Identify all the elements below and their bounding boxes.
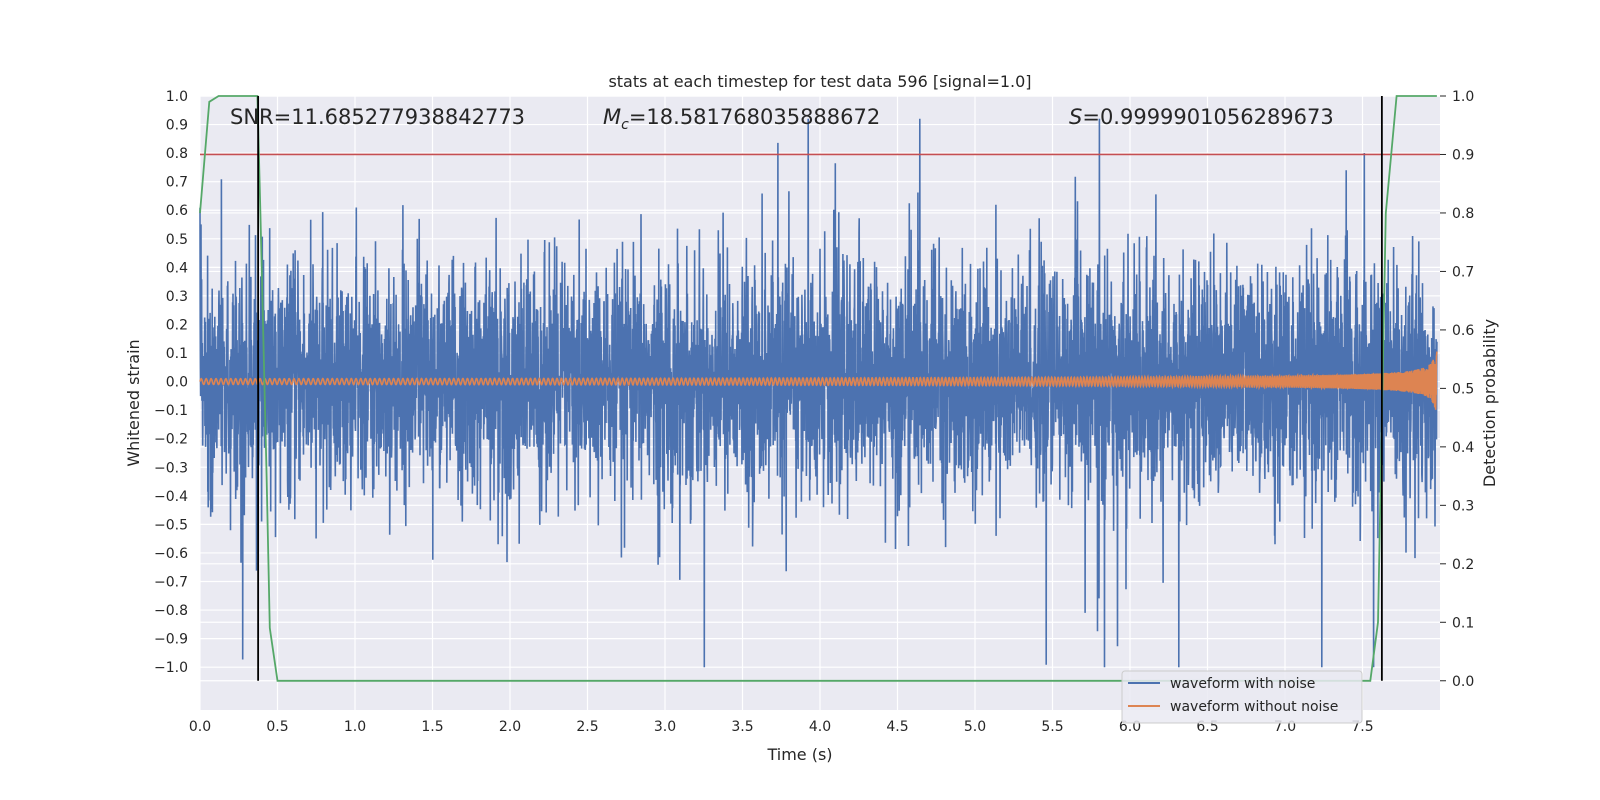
y-tick-label: 0.2: [166, 317, 188, 333]
y-tick-label: −0.2: [154, 432, 188, 448]
x-tick-label: 1.0: [344, 719, 366, 735]
y2-tick-label: 0.3: [1452, 498, 1474, 514]
y-tick-label: −0.8: [154, 603, 188, 619]
score-value: =0.9999901056289673: [1082, 105, 1333, 129]
y-tick-label: 0.9: [166, 118, 188, 134]
x-tick-label: 5.0: [964, 719, 986, 735]
y-tick-label: 0.4: [166, 260, 188, 276]
x-tick-label: 2.5: [576, 719, 598, 735]
y-tick-label: −0.7: [154, 574, 188, 590]
y-tick-label: −0.5: [154, 517, 188, 533]
y2-tick-label: 0.4: [1452, 440, 1474, 456]
chirp-mass-symbol: M: [603, 105, 621, 129]
y-tick-label: −0.1: [154, 403, 188, 419]
y-tick-label: 0.6: [166, 203, 188, 219]
x-tick-label: 0.5: [266, 719, 288, 735]
snr-annotation: SNR=11.685277938842773: [230, 105, 525, 129]
y-tick-label: −0.4: [154, 489, 188, 505]
y-tick-label: 0.1: [166, 346, 188, 362]
series-detection-probability: [199, 95, 1440, 682]
y-axis-right: 1.0 0.9 0.8 0.7 0.6 0.5 0.4 0.3 0.2 0.1 0.0: [1440, 89, 1474, 690]
series-waveform-without-noise: [199, 351, 1438, 410]
y-tick-label: −0.6: [154, 546, 188, 562]
x-tick-label: 3.5: [731, 719, 753, 735]
score-symbol: S: [1069, 105, 1082, 129]
y-tick-label: 0.0: [166, 375, 188, 391]
y-tick-label: −0.9: [154, 632, 188, 648]
chirp-mass-subscript: c: [621, 117, 629, 133]
x-tick-label: 4.5: [886, 719, 908, 735]
y-tick-label: 0.3: [166, 289, 188, 305]
legend: waveform with noise waveform without noi…: [1121, 670, 1363, 724]
y2-axis-label: Detection probability: [1480, 319, 1499, 487]
y2-tick-label: 0.2: [1452, 557, 1474, 573]
y-tick-label: −0.3: [154, 460, 188, 476]
y-tick-label: 0.8: [166, 146, 188, 162]
x-tick-label: 0.0: [189, 719, 211, 735]
y-axis-left: 1.0 0.9 0.8 0.7 0.6 0.5 0.4 0.3 0.2 0.1 0.0 −0.1 −0.…: [154, 89, 188, 676]
x-tick-label: 1.5: [421, 719, 443, 735]
y-tick-label: 0.7: [166, 175, 188, 191]
y2-tick-label: 0.1: [1452, 615, 1474, 631]
legend-label-noise: waveform with noise: [1170, 676, 1315, 692]
detection-probability-line: [199, 95, 1437, 682]
score-annotation: S=0.9999901056289673: [1069, 105, 1334, 129]
x-axis-label: Time (s): [766, 745, 832, 764]
legend-box: [1121, 670, 1363, 724]
y-tick-label: 0.5: [166, 232, 188, 248]
x-tick-label: 3.0: [654, 719, 676, 735]
y2-tick-label: 1.0: [1452, 89, 1474, 105]
chirp-mass-annotation: Mc=18.581768035888672: [603, 105, 880, 133]
y2-tick-label: 0.8: [1452, 206, 1474, 222]
x-tick-label: 5.5: [1041, 719, 1063, 735]
legend-label-clean: waveform without noise: [1170, 699, 1338, 715]
y-tick-label: 1.0: [166, 89, 188, 105]
y2-tick-label: 0.9: [1452, 147, 1474, 163]
chart-title: stats at each timestep for test data 596…: [608, 72, 1031, 91]
y-axis-label: Whitened strain: [124, 339, 143, 466]
x-tick-label: 4.0: [809, 719, 831, 735]
y2-tick-label: 0.6: [1452, 323, 1474, 339]
y2-tick-label: 0.0: [1452, 674, 1474, 690]
y2-tick-label: 0.7: [1452, 264, 1474, 280]
x-tick-label: 2.0: [499, 719, 521, 735]
chirp-mass-value: =18.581768035888672: [629, 105, 880, 129]
y-tick-label: −1.0: [154, 660, 188, 676]
clean-waveform-line: [199, 351, 1438, 410]
y2-tick-label: 0.5: [1452, 381, 1474, 397]
